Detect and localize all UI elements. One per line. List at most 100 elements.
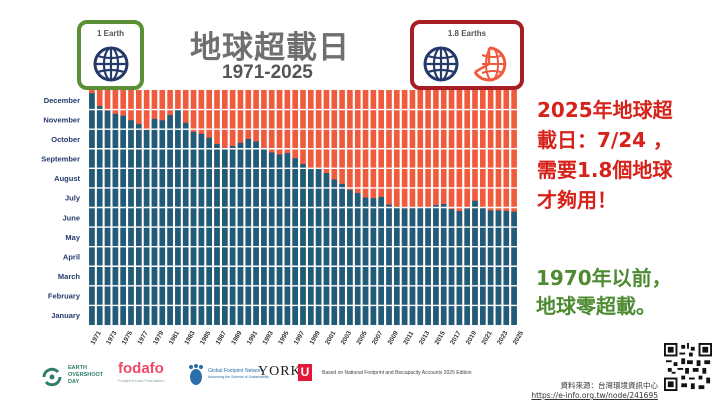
x-tick-label: 1971 [90, 330, 103, 346]
within-bar [284, 153, 291, 325]
qr-code[interactable] [664, 343, 712, 391]
within-bar [347, 189, 353, 325]
x-tick-label: 2003 [340, 330, 353, 346]
x-axis-year-labels: 1971 1973 1975 1977 1979 1981 1983 1985 1987 1989… [90, 330, 526, 346]
one-point-eight-earths-label: 1.8 Earths [447, 29, 487, 38]
within-bar [120, 115, 126, 326]
callout-1970-line: 地球零超載。 [536, 294, 656, 318]
within-bar [323, 173, 330, 325]
x-tick-label: 1989 [230, 330, 243, 346]
within-bar [214, 144, 220, 325]
within-bar [292, 158, 298, 325]
y-tick-label: February [48, 292, 81, 301]
partial-globe-icon [473, 46, 507, 82]
within-bar [472, 200, 478, 325]
x-tick-label: 1999 [308, 330, 321, 346]
x-tick-label: 2019 [465, 330, 478, 346]
callout-1970-line: 1970年以前， [536, 266, 672, 290]
within-bar [300, 164, 306, 325]
source-link[interactable]: https://e-info.org.tw/node/241695 [531, 391, 658, 400]
x-tick-label: 1979 [152, 330, 165, 346]
within-bar [440, 203, 447, 325]
y-tick-label: January [51, 311, 81, 320]
x-tick-label: 2001 [324, 330, 337, 346]
within-bar [448, 209, 455, 325]
source-label: 資料來源：台灣環境資訊中心 [560, 381, 659, 390]
fodafo-logo-subtext: Footprint Data Foundation [118, 378, 165, 383]
x-tick-label: 1995 [277, 330, 290, 346]
y-tick-label: September [41, 155, 80, 164]
within-bar [370, 198, 377, 325]
globe-icon [93, 46, 129, 82]
within-bar [261, 147, 267, 325]
x-tick-label: 1985 [199, 330, 212, 346]
within-bar [175, 109, 181, 326]
x-tick-label: 1977 [136, 330, 149, 346]
x-tick-label: 2009 [387, 330, 400, 346]
within-bar [222, 149, 228, 325]
footnote: Based on National Footprint and Biocapac… [322, 370, 472, 376]
within-bar [253, 141, 259, 325]
x-tick-label: 1983 [183, 330, 196, 346]
within-bar [182, 122, 189, 325]
within-bar [487, 210, 494, 325]
within-bar [198, 133, 205, 325]
callout-2025-line: 2025年地球超 [537, 98, 673, 122]
one-earth-box: 1 Earth [77, 20, 144, 90]
within-bar [151, 118, 158, 326]
within-bar [339, 184, 345, 325]
y-tick-label: June [62, 213, 80, 222]
x-tick-label: 2017 [449, 330, 462, 346]
earth-overshoot-day-logo: EARTH OVERSHOOT DAY [40, 363, 120, 391]
within-bar [354, 193, 361, 325]
within-bar [331, 179, 338, 325]
callout-2025: 2025年地球超 載日：7/24 ， 需要1.8個地球 才夠用！ [537, 95, 697, 215]
x-tick-label: 1987 [215, 330, 228, 346]
within-bar [511, 211, 517, 325]
x-tick-label: 1993 [262, 330, 275, 346]
x-tick-label: 2007 [371, 330, 384, 346]
footprint-icon [189, 364, 203, 385]
x-tick-label: 1975 [121, 330, 134, 346]
x-tick-label: 2015 [434, 330, 447, 346]
within-bar [503, 211, 510, 325]
page-title: 地球超載日 [190, 30, 350, 66]
york-logo: YORK U [258, 364, 318, 386]
fodafo-logo: fodafo Footprint Data Foundation [118, 360, 178, 390]
one-point-eight-earths-box: 1.8 Earths [410, 20, 524, 90]
within-bar [136, 124, 142, 325]
x-tick-label: 2005 [355, 330, 368, 346]
page-subtitle: 1971-2025 [222, 62, 313, 83]
within-bar [89, 93, 95, 325]
within-bar [245, 138, 252, 325]
callout-2025-line: 載日：7/24 ， [537, 128, 674, 152]
x-tick-label: 2011 [402, 330, 415, 346]
x-tick-label: 1973 [105, 330, 118, 346]
y-tick-label: August [54, 174, 80, 183]
within-bar [237, 142, 244, 325]
source-credit: 資料來源：台灣環境資訊中心 https://e-info.org.tw/node… [518, 380, 658, 400]
chart-plot-area [88, 90, 518, 326]
within-bar [104, 110, 111, 325]
y-tick-label: May [65, 233, 80, 242]
within-bar [362, 197, 369, 325]
y-tick-label: October [51, 135, 80, 144]
x-tick-label: 1981 [168, 330, 181, 346]
x-tick-label: 2025 [512, 330, 525, 346]
x-tick-label: 1991 [246, 330, 259, 346]
within-bar [206, 137, 212, 325]
globe-icon [423, 46, 459, 82]
callout-2025-line: 才夠用！ [537, 188, 617, 212]
callout-1970: 1970年以前， 地球零超載。 [536, 264, 696, 320]
y-tick-label: July [65, 194, 81, 203]
x-tick-label: 2013 [418, 330, 431, 346]
within-bar [112, 113, 119, 325]
y-tick-label: April [63, 252, 80, 261]
within-bar [276, 154, 283, 325]
within-bar [159, 120, 166, 325]
within-bar [229, 146, 236, 325]
eod-logo-text: EARTH OVERSHOOT DAY [68, 365, 104, 385]
global-footprint-network-logo: Global Footprint Network Advancing the S… [186, 362, 269, 390]
fodafo-logo-text: fodafo [118, 360, 164, 377]
